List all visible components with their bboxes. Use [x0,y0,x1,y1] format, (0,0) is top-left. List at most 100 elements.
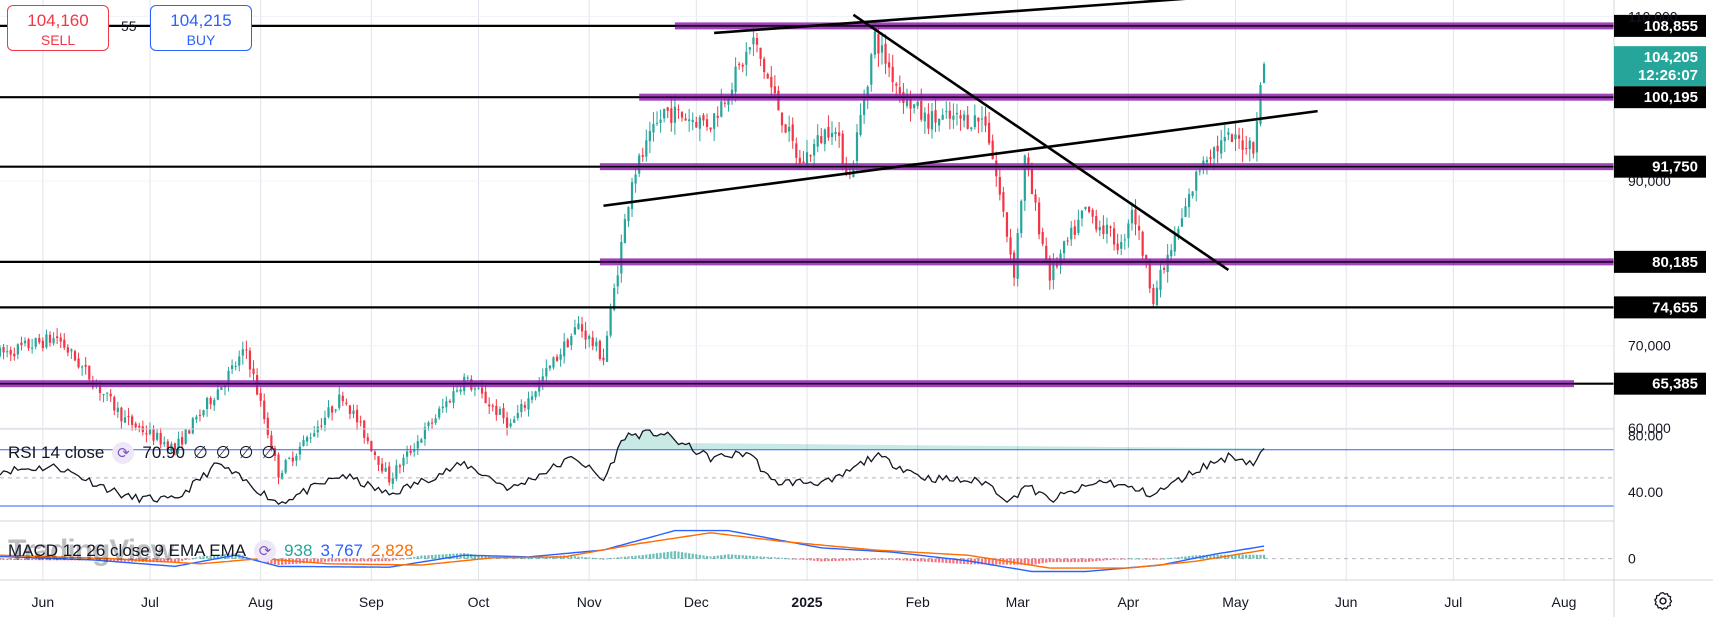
candle-body [134,423,137,428]
macd-histogram-bar [448,553,452,559]
buy-button[interactable]: 104,215 BUY [150,5,252,51]
candle-body [770,76,773,88]
candle-body [384,467,387,472]
candle-body [548,365,552,369]
macd-histogram-bar [38,558,41,561]
macd-histogram-bar [891,558,894,560]
macd-title: MACD 12 26 close 9 EMA EMA [8,541,247,560]
x-tick-label: Mar [1006,594,1030,610]
candle-body [1148,259,1151,289]
rsi-pane[interactable] [0,429,1614,507]
candle-body [320,425,323,427]
macd-histogram-bar [177,558,180,562]
candle-body [1134,209,1137,225]
candle-body [877,34,880,54]
candle-body [823,129,826,145]
candle-body [84,364,87,367]
price-pane[interactable] [0,0,1614,490]
candle-body [1109,226,1112,228]
candle-body [41,340,44,349]
macd-histogram-bar [1102,558,1105,561]
candle-body [227,370,230,384]
candle-body [1259,84,1262,124]
macd-histogram-bar [309,558,312,563]
candle-body [81,366,84,368]
source-icon[interactable]: ⟳ [112,442,135,464]
candle-body [927,113,930,129]
macd-histogram-bar [1134,558,1137,560]
candle-body [388,466,391,483]
candle-body [413,449,416,452]
candle-body [238,356,241,366]
macd-histogram-bar [605,558,609,560]
candle-body [805,152,809,166]
macd-histogram-bar [441,554,444,559]
macd-histogram-bar [930,558,934,563]
macd-histogram-bar [941,558,944,563]
candle-body [588,335,591,340]
candle-body [623,219,626,244]
candle-body [106,392,109,394]
macd-histogram-bar [1141,558,1144,560]
macd-histogram-bar [770,557,773,559]
candle-body [409,450,412,453]
x-tick-label: Sep [359,594,384,610]
candle-body [1262,64,1266,83]
macd-histogram-bar [923,558,926,562]
rsi-tick-label: 80.00 [1628,428,1663,444]
candle-body [559,354,562,360]
macd-histogram-bar [1234,554,1237,559]
candle-body [738,63,741,65]
macd-histogram-bar [1098,558,1101,561]
candle-body [1220,140,1223,154]
macd-histogram-bar [955,558,959,564]
macd-histogram-bar [795,558,798,560]
macd-histogram-bar [1123,558,1126,560]
macd-histogram-bar [1216,554,1219,559]
candle-body [398,465,402,468]
candle-body [1234,134,1237,140]
macd-histogram-bar [527,558,530,560]
candle-body [98,383,102,393]
candle-body [827,126,830,138]
y-tick-label: 110,000 [1628,8,1678,24]
candle-body [941,114,944,120]
macd-histogram-bar [434,554,437,559]
candle-body [423,427,427,440]
macd-histogram-bar [852,558,855,561]
macd-histogram-bar [834,558,837,561]
candle-body [688,119,691,122]
macd-histogram-bar [716,555,719,559]
source-icon[interactable]: ⟳ [254,540,277,562]
candle-body [884,43,887,64]
sell-price: 104,160 [27,11,89,30]
macd-histogram-bar [466,553,469,559]
candle-body [945,111,948,113]
macd-legend[interactable]: MACD 12 26 close 9 EMA EMA ⟳ 938 3,767 2… [8,540,414,562]
candle-body [534,391,537,398]
candle-body [477,388,480,390]
candle-body [448,400,452,403]
macd-histogram-bar [423,555,427,559]
macd-histogram-bar [641,554,644,559]
candle-body [584,330,587,340]
macd-histogram-bar [745,555,748,559]
macd-histogram-bar [384,558,387,562]
candle-body [1227,132,1230,135]
macd-histogram-bar [680,552,684,559]
macd-histogram-bar [588,557,591,559]
macd-histogram-bar [623,556,626,559]
rsi-legend[interactable]: RSI 14 close ⟳ 70.90 ∅ ∅ ∅ ∅ [8,442,276,464]
macd-histogram-bar [1259,554,1262,559]
macd-pane[interactable] [0,529,1614,573]
sell-button[interactable]: 104,160 SELL [7,5,109,51]
candle-body [1248,140,1251,150]
candle-body [666,107,669,111]
gear-icon[interactable] [1652,590,1674,612]
candle-body [888,62,891,68]
candle-body [745,51,748,65]
macd-histogram-bar [677,551,680,559]
candle-body [763,58,766,73]
macd-histogram-bar [209,555,212,559]
